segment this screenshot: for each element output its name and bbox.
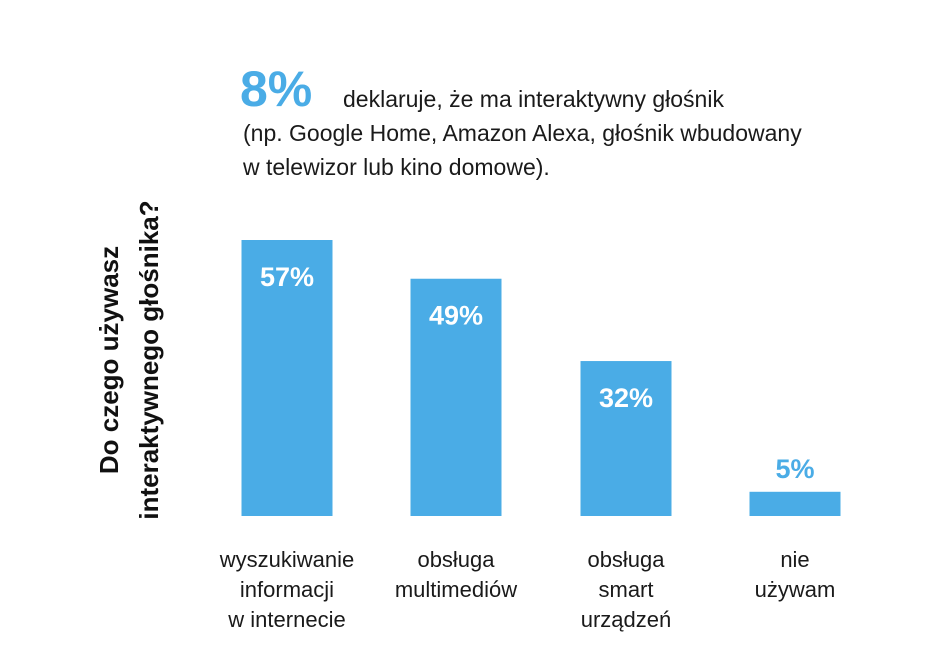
bar-1 [241,240,333,516]
headline-line-2: (np. Google Home, Amazon Alexa, głośnik … [243,120,802,146]
bar-3 [580,361,672,516]
y-axis-label-line-1: Do czego używasz [94,246,124,474]
category-label-1-line-2: informacji [240,577,334,602]
data-label-4: 5% [775,454,814,484]
data-label-3: 32% [599,383,653,413]
data-label-1: 57% [260,262,314,292]
category-label-1-line-3: w internecie [227,607,345,632]
category-label-4-line-1: nie [780,547,809,572]
data-labels: 57% 49% 32% 5% [260,262,815,484]
category-label-3-line-1: obsługa [587,547,665,572]
headline-percentage: 8% [240,61,312,117]
y-axis-label: Do czego używasz interaktywnego głośnika… [94,200,164,519]
bar-4 [749,491,841,516]
category-labels: wyszukiwanie informacji w internecie obsług… [219,547,836,632]
category-label-4-line-2: używam [755,577,836,602]
headline-line-1: deklaruje, że ma interaktywny głośnik [343,86,724,112]
bars [241,240,841,516]
bar-2 [410,278,502,516]
category-label-2-line-1: obsługa [417,547,495,572]
category-label-3-line-2: smart [599,577,654,602]
category-label-3-line-3: urządzeń [581,607,672,632]
headline-line-3: w telewizor lub kino domowe). [242,154,550,180]
data-label-2: 49% [429,301,483,331]
headline: 8% deklaruje, że ma interaktywny głośnik… [240,61,802,180]
category-label-2-line-2: multimediów [395,577,517,602]
category-label-1-line-1: wyszukiwanie [219,547,355,572]
y-axis-label-line-2: interaktywnego głośnika? [134,200,164,519]
